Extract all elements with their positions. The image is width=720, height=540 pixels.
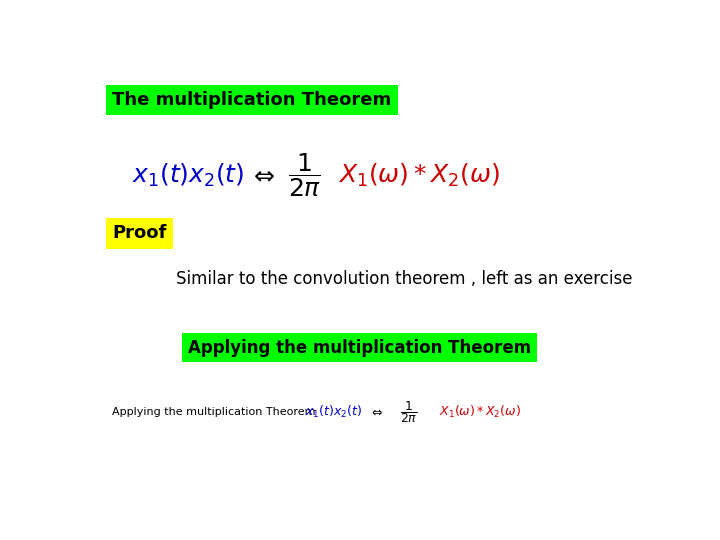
Text: Similar to the convolution theorem , left as an exercise: Similar to the convolution theorem , lef… (176, 270, 633, 288)
Text: $\Leftrightarrow$: $\Leftrightarrow$ (249, 163, 276, 187)
Text: $X_1(\omega)*X_2(\omega)$: $X_1(\omega)*X_2(\omega)$ (338, 161, 500, 188)
Text: The multiplication Theorem: The multiplication Theorem (112, 91, 392, 109)
Text: $\dfrac{1}{2\pi}$: $\dfrac{1}{2\pi}$ (288, 151, 321, 199)
Text: $x_1(t)x_2(t)$: $x_1(t)x_2(t)$ (305, 404, 362, 420)
Text: $X_1(\omega)*X_2(\omega)$: $X_1(\omega)*X_2(\omega)$ (438, 404, 521, 420)
Text: $\Leftrightarrow$: $\Leftrightarrow$ (369, 406, 383, 419)
Text: Proof: Proof (112, 224, 167, 242)
Text: Applying the multiplication Theorem: Applying the multiplication Theorem (188, 339, 531, 356)
Text: Applying the multiplication Theorem: Applying the multiplication Theorem (112, 407, 316, 417)
Text: $\dfrac{1}{2\pi}$: $\dfrac{1}{2\pi}$ (400, 399, 418, 425)
Text: $x_1(t)x_2(t)$: $x_1(t)x_2(t)$ (132, 161, 244, 188)
